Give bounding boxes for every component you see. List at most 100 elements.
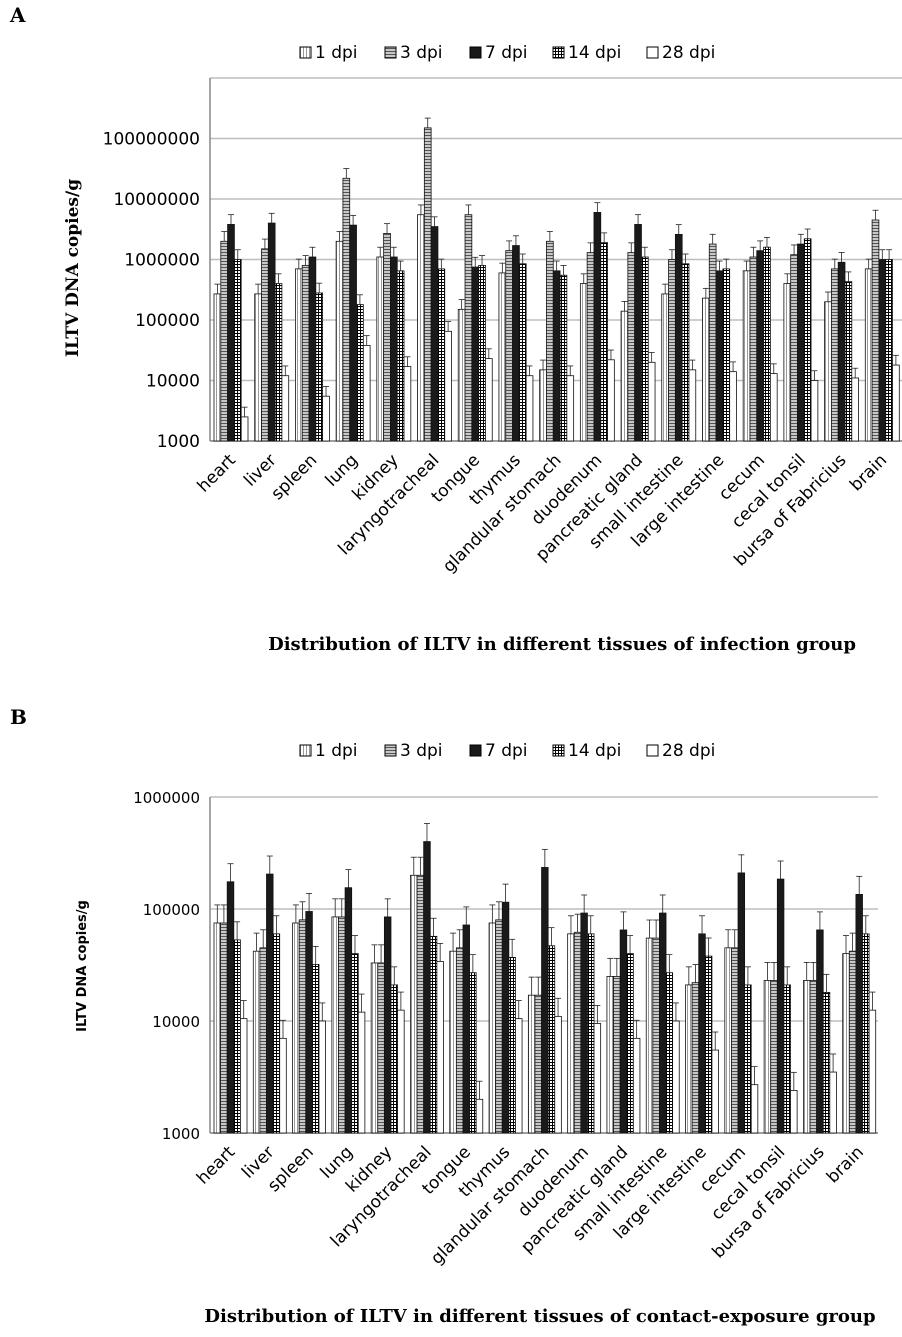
- bar-1dpi: [213, 922, 221, 1134]
- bar-1dpi: [742, 270, 751, 442]
- bar-1dpi: [824, 301, 832, 442]
- bar-1dpi: [498, 272, 507, 442]
- bar-28dpi: [711, 1049, 719, 1134]
- bar-7dpi: [471, 266, 480, 442]
- bar-3dpi: [220, 240, 229, 442]
- bar-28dpi: [593, 1023, 602, 1134]
- bar-1dpi: [376, 256, 385, 442]
- bar-28dpi: [318, 1020, 326, 1134]
- bar-28dpi: [810, 380, 819, 442]
- bar-3dpi: [423, 127, 432, 442]
- panel-b-category-labels: heart liverspleenlungkidneylaryngotrachea…: [193, 1142, 868, 1269]
- bar-7dpi: [674, 233, 683, 442]
- bar-3dpi: [301, 264, 310, 442]
- bar-3dpi: [546, 240, 554, 442]
- bar-1dpi: [803, 980, 811, 1134]
- bar-28dpi: [769, 373, 778, 442]
- bar-7dpi: [619, 929, 628, 1134]
- y-tick-label: 100000: [135, 311, 200, 331]
- bar-14dpi: [803, 238, 812, 442]
- legend-label-14dpi: 14 dpi: [568, 741, 621, 761]
- bar-3dpi: [731, 947, 739, 1134]
- bar-3dpi: [790, 254, 798, 442]
- bar-7dpi: [266, 873, 274, 1134]
- bar-14dpi: [885, 259, 893, 442]
- bar-28dpi: [566, 375, 575, 442]
- bar-3dpi: [691, 982, 700, 1134]
- legend-swatch-7dpi: [469, 744, 482, 757]
- bar-14dpi: [508, 956, 516, 1134]
- panel-a-y-axis-label: ILTV DNA copies/g: [63, 179, 83, 357]
- bar-3dpi: [708, 243, 717, 442]
- legend-swatch-1dpi: [299, 744, 312, 757]
- bar-28dpi: [515, 1018, 523, 1134]
- panel-b-bars: [213, 823, 877, 1134]
- bar-28dpi: [851, 377, 859, 442]
- bar-3dpi: [377, 962, 385, 1134]
- y-tick-label: 1000: [157, 432, 200, 452]
- category-label: heart: [194, 450, 240, 496]
- bar-1dpi: [579, 283, 588, 442]
- bar-3dpi: [573, 931, 582, 1134]
- bar-14dpi: [763, 246, 771, 442]
- legend-a: 1 dpi 3 dpi 7 dpi 14 dpi 28 dpi: [299, 43, 715, 63]
- bar-1dpi: [567, 933, 575, 1134]
- legend-swatch-3dpi: [384, 744, 397, 757]
- bar-7dpi: [593, 212, 602, 442]
- bar-14dpi: [547, 945, 556, 1134]
- bar-14dpi: [274, 283, 283, 442]
- bar-7dpi: [552, 270, 561, 442]
- panel-b: B 1 dpi 3 dpi 7 dpi 14 dpi 28 dpi ILTV DNA c…: [10, 705, 878, 1327]
- legend-label-14dpi: 14 dpi: [568, 43, 621, 63]
- bar-28dpi: [322, 395, 330, 442]
- bar-3dpi: [220, 922, 228, 1134]
- bar-28dpi: [240, 416, 249, 442]
- y-tick-label: 100000: [143, 901, 200, 919]
- panel-b-y-axis-label: ILTV DNA copies/g: [75, 900, 90, 1032]
- panel-a-y-ticks: 1000 10000 100000 1000000 10000000 100000000: [103, 130, 200, 453]
- bar-14dpi: [559, 274, 568, 442]
- bar-3dpi: [770, 980, 778, 1134]
- bar-7dpi: [305, 911, 313, 1134]
- bar-1dpi: [645, 937, 654, 1134]
- bar-14dpi: [626, 953, 634, 1134]
- bar-7dpi: [659, 912, 667, 1134]
- legend-b: 1 dpi 3 dpi 7 dpi 14 dpi 28 dpi: [299, 741, 715, 761]
- bar-14dpi: [665, 972, 674, 1134]
- bar-14dpi: [704, 955, 713, 1134]
- bar-28dpi: [403, 366, 412, 442]
- panel-a-letter: A: [9, 3, 26, 27]
- y-tick-label: 100000000: [103, 130, 200, 150]
- legend-label-7dpi: 7 dpi: [485, 741, 528, 761]
- bar-7dpi: [837, 261, 846, 442]
- bar-1dpi: [457, 308, 466, 442]
- bar-14dpi: [311, 964, 320, 1134]
- bar-7dpi: [756, 250, 764, 442]
- bar-14dpi: [315, 292, 324, 442]
- bar-14dpi: [437, 268, 446, 442]
- bar-28dpi: [729, 371, 737, 442]
- bar-7dpi: [308, 256, 317, 442]
- bar-3dpi: [298, 919, 307, 1134]
- bar-28dpi: [632, 1037, 641, 1134]
- legend-swatch-1dpi: [299, 46, 312, 59]
- bar-14dpi: [356, 304, 364, 442]
- bar-1dpi: [724, 947, 732, 1134]
- y-tick-label: 1000000: [124, 251, 200, 271]
- legend-swatch-3dpi: [384, 46, 397, 59]
- bar-1dpi: [763, 980, 772, 1134]
- y-tick-label: 1000: [162, 1125, 200, 1143]
- bar-28dpi: [475, 1098, 484, 1134]
- bar-1dpi: [417, 214, 425, 442]
- bar-14dpi: [351, 953, 359, 1134]
- bar-28dpi: [525, 375, 534, 442]
- bar-14dpi: [233, 939, 241, 1134]
- bar-1dpi: [488, 922, 497, 1134]
- bar-28dpi: [436, 961, 444, 1134]
- bar-1dpi: [783, 283, 792, 442]
- bar-3dpi: [749, 256, 758, 442]
- bar-7dpi: [512, 245, 520, 442]
- bar-7dpi: [462, 924, 470, 1134]
- legend-label-7dpi: 7 dpi: [485, 43, 528, 63]
